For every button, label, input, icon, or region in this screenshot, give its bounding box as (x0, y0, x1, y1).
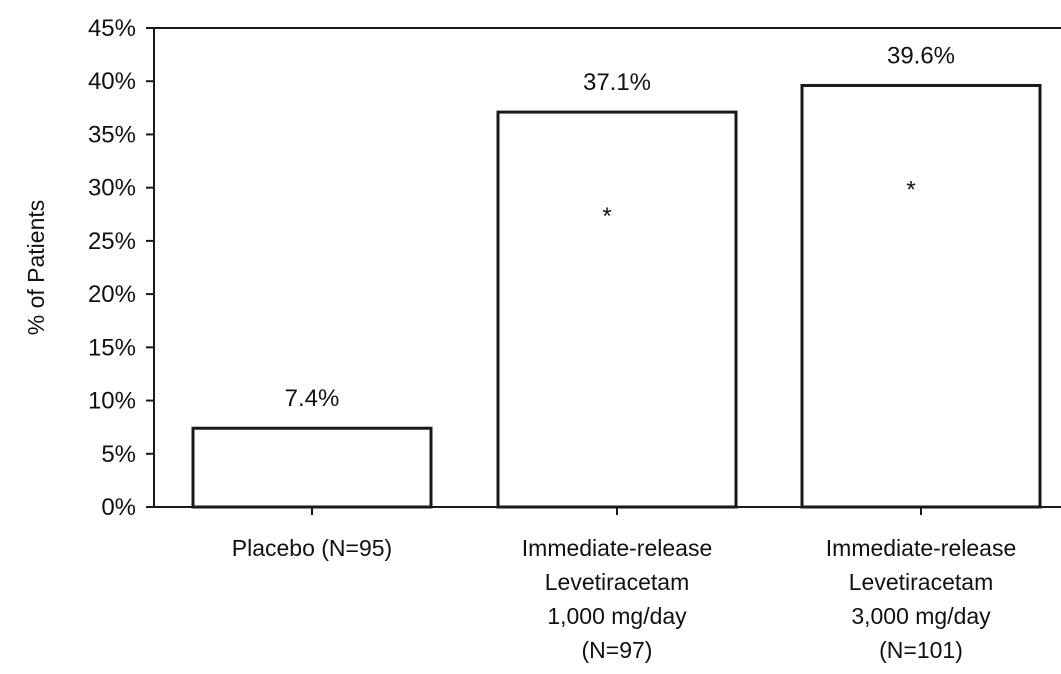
data-label: 37.1% (583, 69, 651, 96)
y-tick-label: 5% (101, 441, 136, 468)
significance-asterisk: * (602, 203, 611, 230)
y-tick-label: 25% (88, 228, 136, 255)
data-label: 7.4% (285, 385, 340, 412)
x-category-label: 1,000 mg/day (547, 603, 687, 629)
bar (496, 110, 738, 509)
y-axis-label: % of Patients (23, 200, 49, 336)
data-label: 39.6% (887, 42, 955, 69)
bar (800, 83, 1042, 509)
x-category-label: 3,000 mg/day (851, 603, 991, 629)
x-category-label: Placebo (N=95) (232, 535, 392, 561)
x-category-label: Levetiracetam (545, 569, 689, 595)
y-tick-label: 0% (101, 494, 136, 521)
x-category-label: Immediate-release (522, 535, 712, 561)
y-tick-label: 10% (88, 388, 136, 415)
y-tick-label: 45% (88, 15, 136, 42)
x-category-label: (N=101) (879, 637, 963, 663)
y-tick-label: 40% (88, 68, 136, 95)
bar (191, 426, 433, 509)
y-tick-label: 35% (88, 121, 136, 148)
x-category-label: Levetiracetam (849, 569, 993, 595)
y-tick-label: 30% (88, 175, 136, 202)
x-category-label: Immediate-release (826, 535, 1016, 561)
significance-asterisk: * (906, 176, 915, 203)
y-tick-label: 20% (88, 281, 136, 308)
x-category-label: (N=97) (582, 637, 653, 663)
y-tick-label: 15% (88, 334, 136, 361)
